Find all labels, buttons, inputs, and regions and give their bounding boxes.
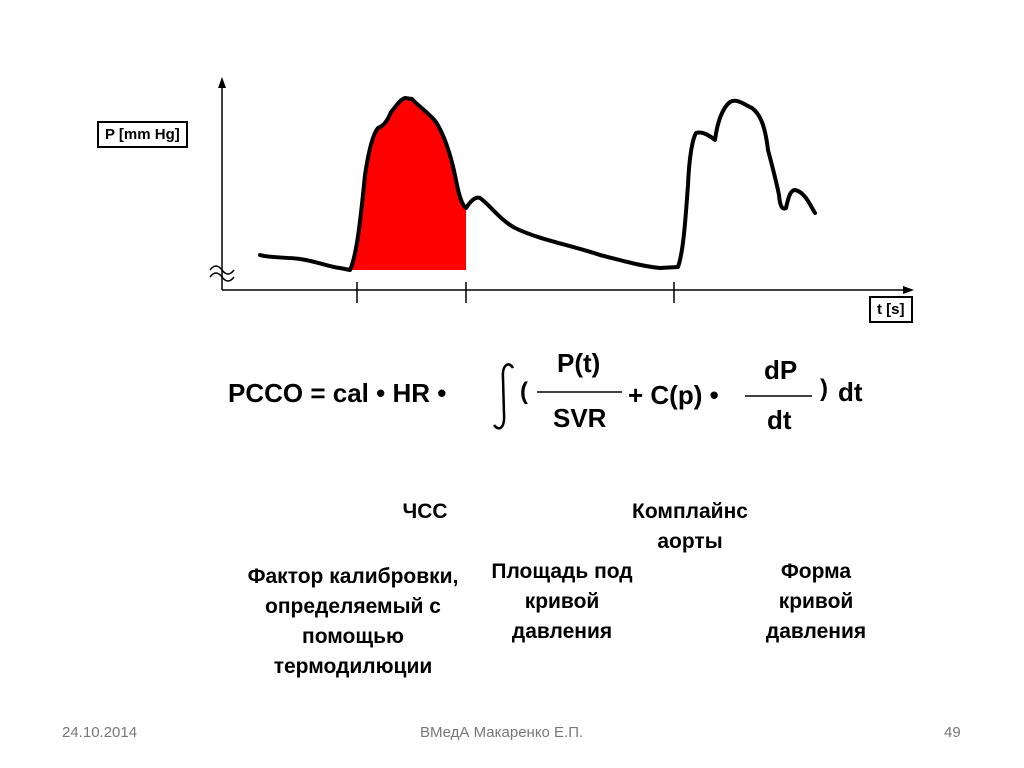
axis-break-icon: [209, 265, 235, 282]
formula-denominator-2: dt: [767, 405, 792, 435]
annotation-hr: ЧСС: [402, 500, 448, 523]
y-axis-arrow: [218, 77, 226, 88]
annotation-area: Площадь под кривой давления: [491, 560, 633, 643]
footer-date: 24.10.2014: [62, 724, 138, 741]
footer-author: ВМедА Макаренко Е.П.: [420, 724, 584, 741]
systolic-area-fill: [350, 98, 466, 270]
annotation-shape: Форма кривой давления: [765, 560, 867, 643]
annotation-calibration: Фактор калибровки, определяемый с помощь…: [247, 565, 459, 678]
formula-numerator-1: P(t): [557, 348, 601, 378]
formula-lhs: PCCO = cal • HR •: [228, 378, 447, 408]
formula-plus-term: + C(p) •: [628, 380, 719, 410]
formula-denominator-1: SVR: [553, 403, 607, 433]
formula-open-paren: (: [520, 378, 528, 405]
x-axis-arrow: [903, 286, 914, 294]
annotation-compliance: Комплайнс аорты: [632, 500, 748, 553]
x-axis-label: t [s]: [869, 296, 913, 323]
formula-close-paren: ): [820, 375, 828, 402]
formula-numerator-2: dP: [764, 355, 798, 385]
y-axis-label: P [mm Hg]: [97, 121, 188, 148]
integral-sign-icon: [492, 363, 515, 430]
pressure-curve: [258, 96, 817, 272]
formula-dt: dt: [838, 377, 863, 407]
footer-page-number: 49: [944, 724, 961, 741]
